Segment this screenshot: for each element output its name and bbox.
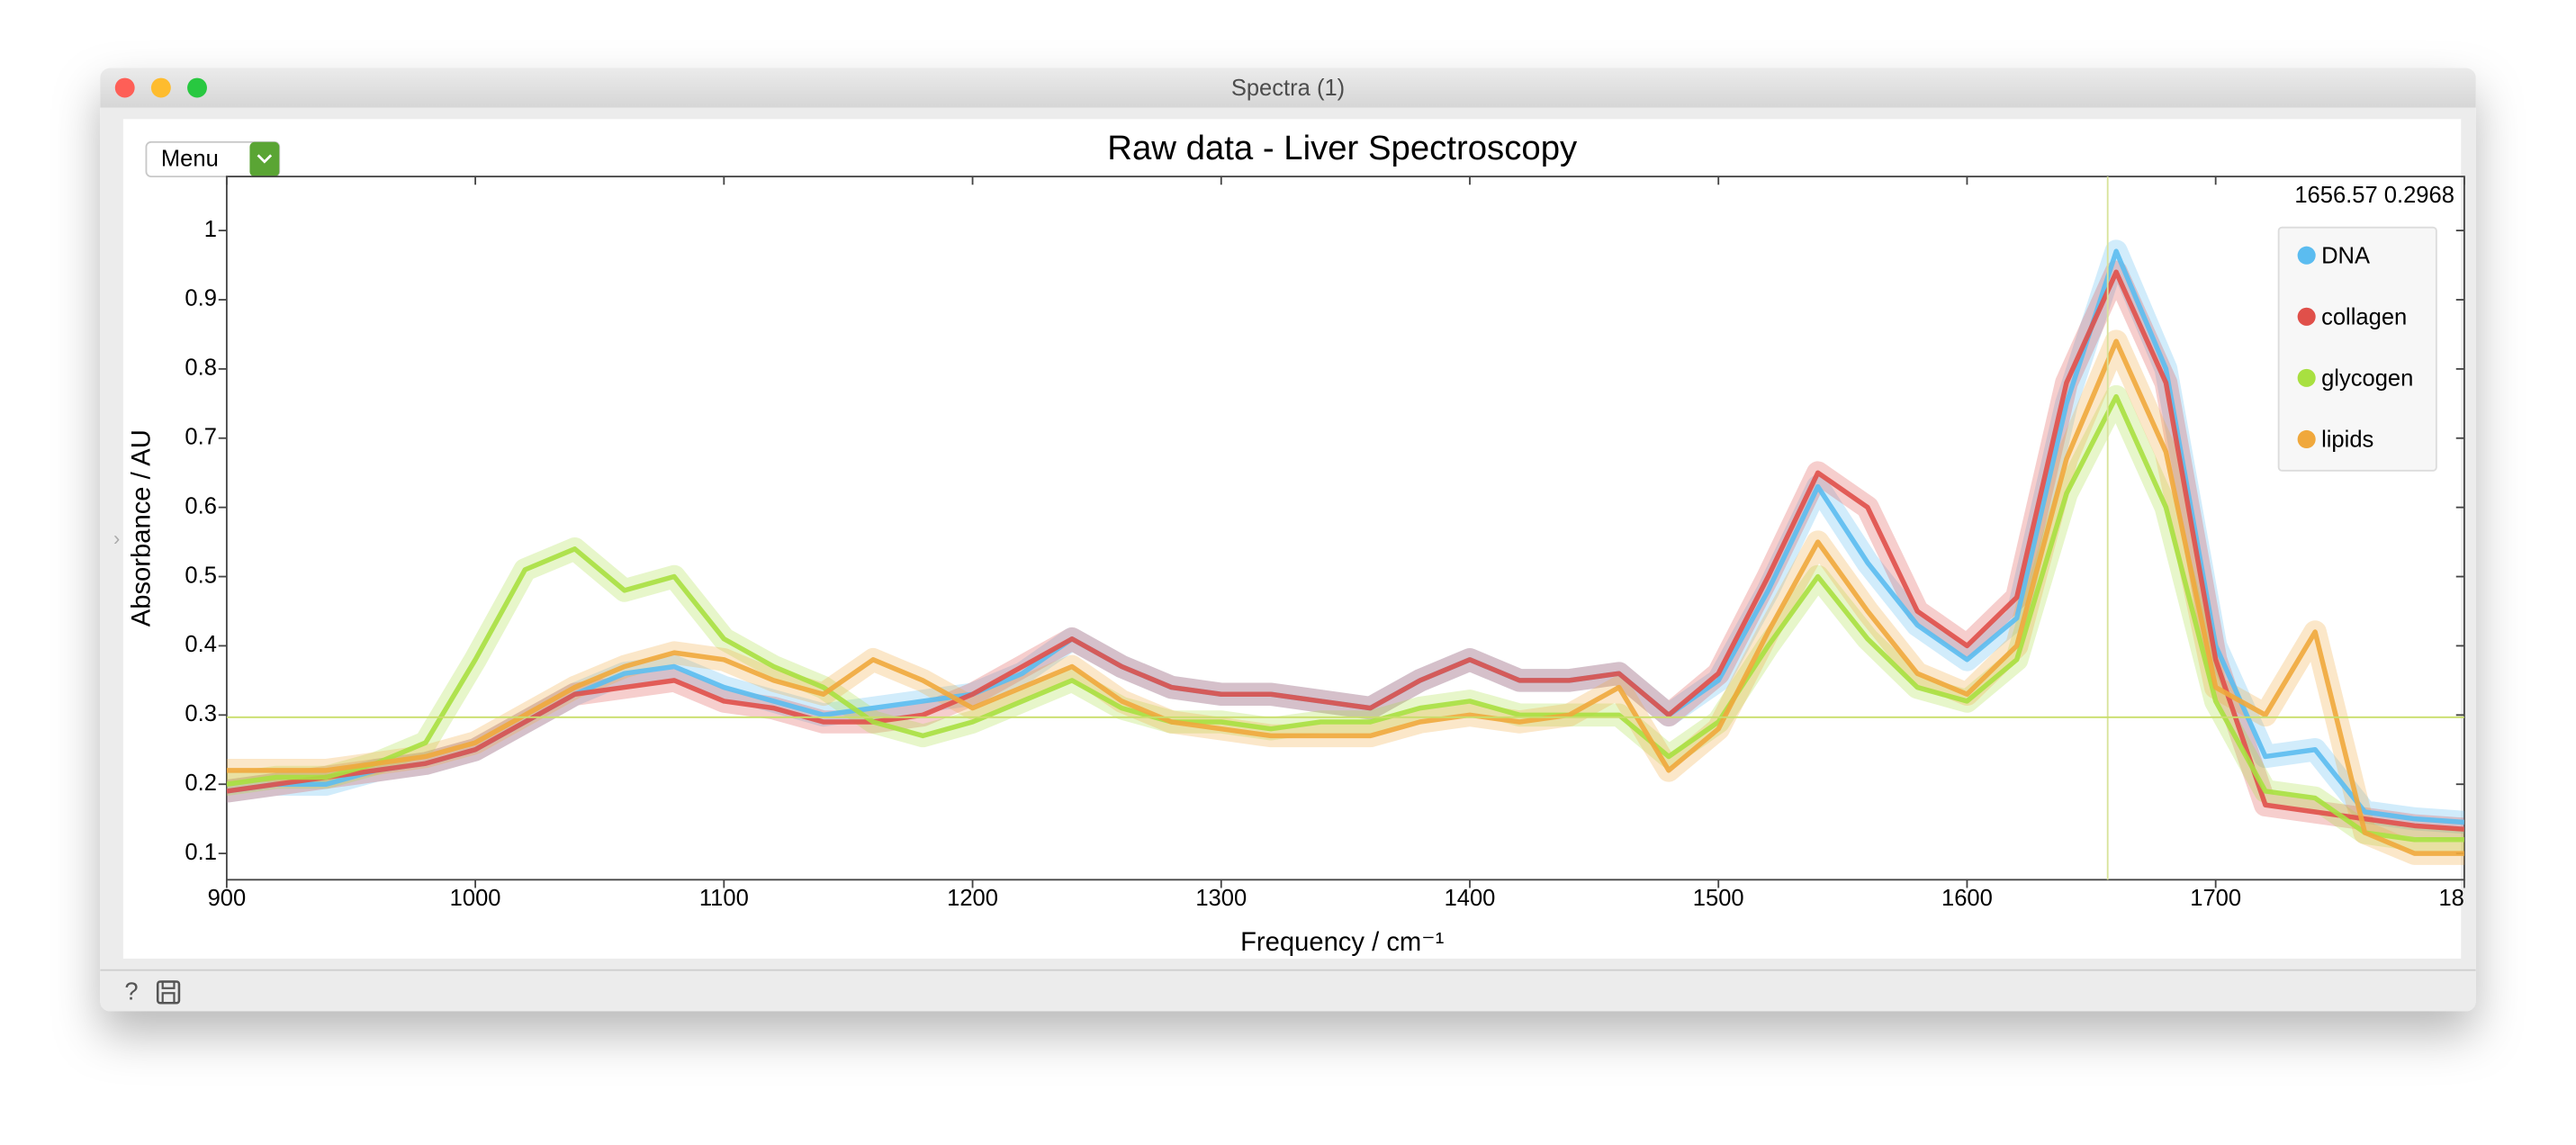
y-tick-label: 0.3 — [185, 701, 217, 726]
y-tick-label: 0.9 — [185, 286, 217, 311]
x-tick-label: 1400 — [1445, 886, 1496, 911]
side-toggle[interactable]: › — [113, 527, 120, 549]
window-title: Spectra (1) — [1231, 76, 1345, 101]
plot-area — [226, 176, 2464, 880]
legend-marker — [2297, 307, 2316, 326]
y-tick-label: 0.7 — [185, 425, 217, 450]
x-tick-label: 1000 — [450, 886, 501, 911]
y-axis-label: Absorbance / AU — [128, 429, 157, 627]
window: Spectra (1) › ? Menu — [100, 68, 2476, 1012]
x-tick-label: 1500 — [1693, 886, 1744, 911]
series-line — [226, 338, 2464, 856]
chart-title: Raw data - Liver Spectroscopy — [1107, 129, 1578, 167]
help-icon[interactable]: ? — [124, 977, 138, 1005]
cursor-readout: 1656.57 0.2968 — [2294, 183, 2454, 208]
legend-marker — [2297, 368, 2316, 387]
y-tick-label: 0.6 — [185, 493, 217, 518]
x-tick-label: 1700 — [2190, 886, 2241, 911]
close-button[interactable] — [114, 77, 135, 98]
y-tick-label: 0.4 — [185, 632, 217, 657]
x-tick-label: 1300 — [1195, 886, 1247, 911]
title-bar — [100, 68, 2476, 108]
menu-label[interactable]: Menu — [161, 147, 219, 172]
menu-button[interactable]: Menu — [145, 140, 281, 178]
legend-label: lipids — [2321, 428, 2373, 453]
x-tick-label: 1200 — [947, 886, 998, 911]
x-tick-label: 1100 — [699, 886, 749, 911]
legend-label: collagen — [2321, 304, 2407, 329]
plot-frame — [225, 176, 2465, 881]
legend-box — [2277, 226, 2437, 472]
x-tick-label: 1600 — [1941, 886, 1993, 911]
y-tick-label: 1 — [204, 217, 217, 242]
save-icon[interactable] — [156, 980, 181, 1005]
legend-label: DNA — [2321, 243, 2370, 268]
y-tick-label: 0.2 — [185, 771, 217, 796]
zoom-button[interactable] — [187, 77, 207, 98]
y-tick-label: 0.1 — [185, 840, 217, 865]
x-ticks: 900 1000 1100 1200 1300 1400 1500 1600 1700 1800 — [208, 886, 2490, 911]
content-area — [122, 119, 2462, 959]
chart: Raw data - Liver Spectroscopy Frequency … — [128, 129, 2490, 957]
minimize-button[interactable] — [150, 77, 171, 98]
y-tick-label: 0.8 — [185, 356, 217, 381]
series-line — [226, 393, 2464, 843]
legend: DNA collagen glycogen lipids — [2277, 226, 2437, 472]
x-tick-label: 900 — [208, 886, 247, 911]
y-tick-label: 0.5 — [185, 563, 217, 588]
legend-marker — [2297, 246, 2316, 265]
legend-marker — [2297, 429, 2316, 449]
legend-label: glycogen — [2321, 365, 2413, 391]
x-tick-label: 1800 — [2438, 886, 2490, 911]
series-line — [226, 269, 2464, 832]
x-axis-label: Frequency / cm⁻¹ — [1240, 928, 1445, 957]
